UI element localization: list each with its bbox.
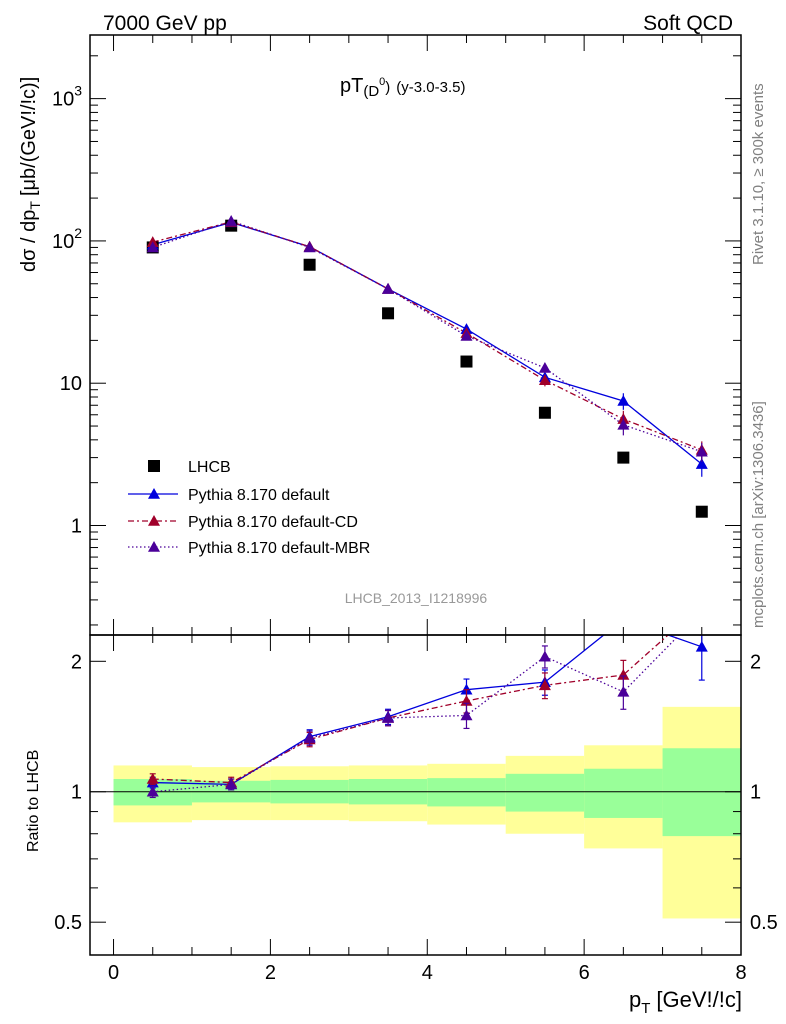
main-y-axis-label: dσ / dpT [μb/(GeV!/!c)] [18, 77, 43, 272]
ratio-y-tick-label-left: 2 [71, 651, 82, 673]
ratio-y-tick-label-right: 2 [750, 651, 761, 673]
tick-base: 10 [52, 231, 74, 253]
mcplots-label: mcplots.cern.ch [arXiv:1306.3436] [750, 401, 767, 628]
data-point-triangle [695, 445, 708, 457]
ratio-point-triangle [696, 606, 708, 617]
tick-base: 1 [71, 515, 82, 537]
ratio-point-triangle [146, 773, 159, 784]
ratio-band-inner [427, 778, 506, 807]
data-point-lhcb [617, 451, 630, 464]
data-point-triangle [146, 241, 159, 253]
tick-exponent: 3 [74, 83, 82, 99]
main-y-tick-label: 103 [52, 83, 82, 111]
ratio-band-inner [505, 773, 585, 812]
main-series-line [152, 220, 702, 453]
title-sup: 0 [379, 76, 385, 88]
data-point-triangle [617, 418, 630, 430]
analysis-id: LHCB_2013_I1218996 [345, 590, 488, 606]
ratio-plot-frame [89, 634, 742, 956]
ratio-band-inner [584, 768, 663, 818]
ratio-series-line [152, 635, 702, 786]
title-main: pT [340, 75, 363, 97]
ratio-tick-labels: 0.5 0.5 1 1 2 2 0 2 4 6 8 [54, 651, 778, 984]
tick-base: 10 [60, 373, 82, 395]
x-tick-label: 2 [265, 962, 276, 984]
title-sub: (D [363, 83, 379, 100]
ratio-y-tick-label-right: 0.5 [750, 912, 778, 934]
ylabel-unit: [μb/(GeV!/!c)] [18, 77, 40, 196]
energy-label: 7000 GeV pp [103, 12, 227, 35]
ratio-uncertainty-bands [113, 706, 741, 919]
data-point-triangle [538, 361, 551, 373]
data-point-lhcb [303, 258, 316, 271]
main-y-tick-label: 1 [71, 515, 82, 537]
ratio-point-triangle [695, 640, 708, 652]
ratio-point-triangle [696, 599, 708, 610]
data-point-triangle [303, 241, 316, 253]
xlabel-sub: T [641, 1000, 650, 1017]
ratio-series-clipped [146, 599, 708, 799]
x-tick-label: 4 [422, 962, 433, 984]
main-axis-ticks [90, 35, 742, 635]
data-point-triangle [382, 282, 395, 294]
main-y-tick-label: 102 [52, 225, 82, 253]
legend-label: LHCB [188, 459, 231, 476]
legend-label: Pythia 8.170 default [188, 487, 330, 504]
legend-label: Pythia 8.170 default-MBR [188, 540, 370, 557]
rivet-label: Rivet 3.1.10, ≥ 300k events [750, 83, 767, 265]
ratio-point-triangle [460, 709, 473, 721]
ratio-point-triangle [538, 679, 551, 691]
ratio-point-triangle [382, 711, 395, 723]
legend-marker-triangle [148, 515, 160, 526]
tick-base: 10 [52, 89, 74, 111]
x-tick-label: 8 [735, 962, 746, 984]
main-series-group [146, 215, 708, 518]
legend: LHCB Pythia 8.170 default Pythia 8.170 def… [128, 459, 370, 557]
ratio-point-triangle [617, 668, 630, 680]
legend-marker-triangle [148, 488, 160, 499]
data-point-triangle [695, 458, 708, 469]
ylabel-main: dσ / dp [18, 210, 40, 272]
data-point-triangle [538, 374, 551, 385]
ratio-y-tick-label-right: 1 [750, 782, 761, 804]
x-axis-label: pT [GeV!/!c] [629, 987, 742, 1017]
process-label: Soft QCD [643, 12, 733, 35]
data-point-triangle [617, 394, 630, 406]
ratio-point-triangle [538, 650, 551, 662]
ratio-point-triangle [146, 785, 159, 797]
ratio-point-triangle [303, 732, 316, 743]
xlabel-main: p [629, 987, 641, 1012]
ratio-y-tick-label-left: 0.5 [54, 912, 82, 934]
data-point-lhcb [695, 505, 708, 518]
ylabel-sub: T [27, 201, 43, 210]
main-y-tick-label: 10 [60, 373, 82, 395]
ratio-y-axis-label: Ratio to LHCB [25, 750, 42, 852]
title-close: ) [385, 79, 390, 96]
main-series-line [152, 221, 703, 451]
legend-marker-square [148, 460, 160, 472]
ratio-y-tick-label-left: 1 [71, 782, 82, 804]
data-point-lhcb [460, 355, 473, 368]
ratio-series-group [146, 599, 708, 799]
data-point-lhcb [382, 307, 395, 320]
data-point-lhcb [538, 406, 551, 419]
ratio-series-line [152, 635, 670, 784]
tick-exponent: 2 [74, 225, 82, 241]
ratio-point-triangle [617, 685, 630, 697]
ratio-point-triangle [225, 778, 238, 790]
data-point-triangle [460, 329, 473, 341]
legend-marker-triangle [148, 541, 160, 552]
data-point-triangle [225, 215, 238, 226]
xlabel-unit: [GeV!/!c] [656, 987, 742, 1012]
plot-title: pT(D0) (y-3.0-3.5) [340, 75, 465, 100]
x-tick-label: 0 [108, 962, 119, 984]
title-range: (y-3.0-3.5) [396, 79, 465, 96]
x-tick-label: 6 [579, 962, 590, 984]
ratio-point-triangle [617, 613, 629, 624]
legend-label: Pythia 8.170 default-CD [188, 514, 358, 531]
